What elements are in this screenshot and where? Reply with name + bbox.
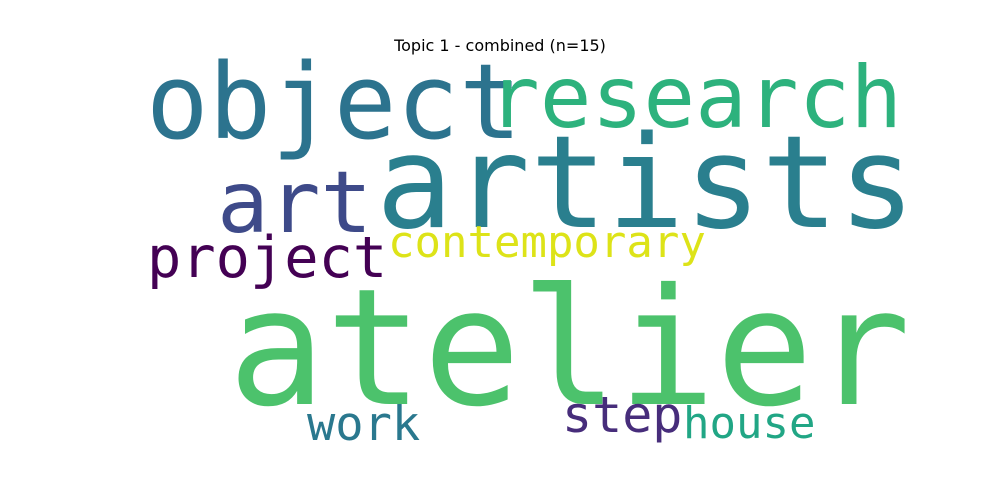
word-step: step	[562, 386, 683, 444]
word-artists: artists	[376, 109, 916, 258]
chart-title: Topic 1 - combined (n=15)	[394, 36, 606, 55]
word-house: house	[683, 398, 816, 449]
word-contemporary: contemporary	[388, 217, 706, 268]
word-research: research	[488, 48, 903, 148]
word-work: work	[307, 397, 421, 452]
word-atelier: atelier	[228, 255, 911, 443]
word-art: art	[217, 153, 373, 253]
word-project: project	[147, 225, 388, 291]
word-object: object	[146, 41, 522, 163]
